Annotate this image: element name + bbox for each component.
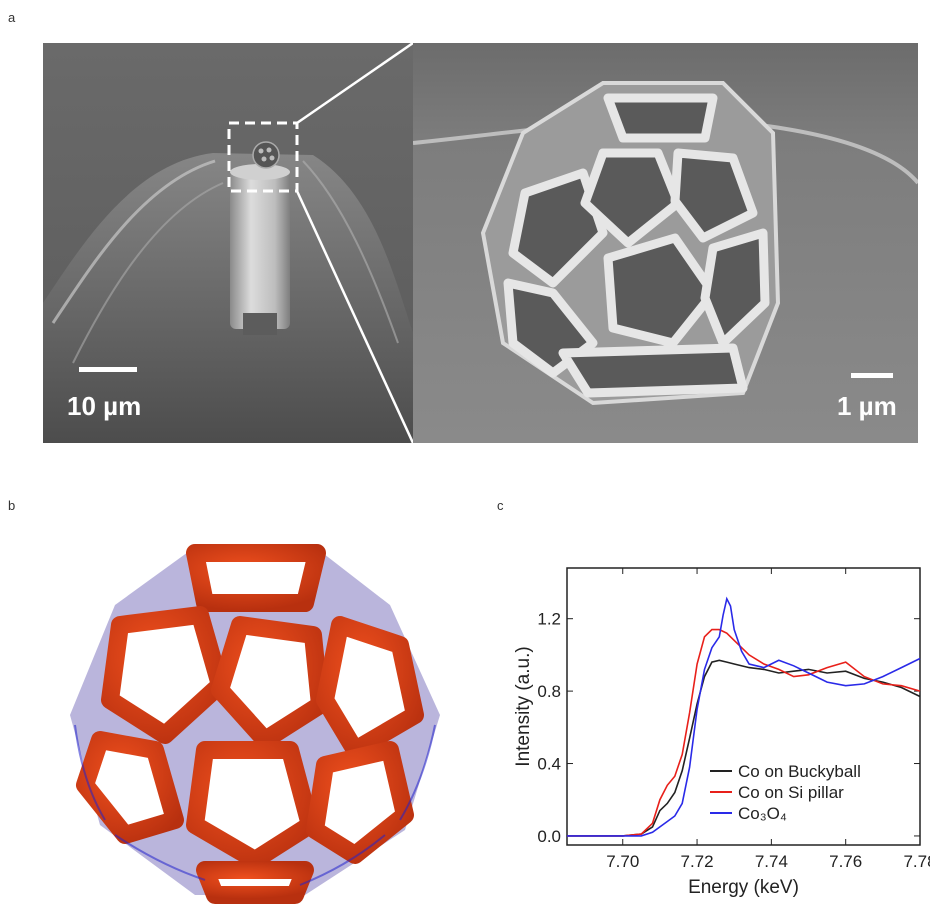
y-tick-label: 0.0 [537, 827, 561, 846]
x-tick-label: 7.70 [606, 852, 639, 871]
legend-label-0: Co on Buckyball [738, 762, 861, 781]
x-tick-label: 7.76 [829, 852, 862, 871]
chart-svg: 7.70 7.72 7.74 7.76 7.78 0.0 0.4 0.8 1.2 Energy (… [513, 567, 934, 898]
sem-buckyball-illustration [413, 43, 918, 443]
scale-label-left: 10 µm [67, 391, 142, 421]
sem-image-buckyball: 1 µm [413, 43, 918, 443]
series-line-1 [567, 628, 921, 837]
y-tick-label: 1.2 [537, 610, 561, 629]
x-tick-label: 7.74 [755, 852, 788, 871]
scale-label-right: 1 µm [837, 391, 897, 421]
x-tick-label: 7.72 [681, 852, 714, 871]
series-line-2 [567, 596, 921, 837]
legend-label-2: Co₃O₄ [738, 804, 787, 823]
x-axis-label: Energy (keV) [688, 877, 799, 898]
legend-label-1: Co on Si pillar [738, 783, 844, 802]
plot-frame [566, 567, 921, 846]
zoom-line-bottom [295, 190, 413, 443]
panel-label-b: b [8, 498, 16, 513]
sem-image-pillar: 10 µm [43, 43, 413, 443]
y-axis-label: Intensity (a.u.) [513, 646, 534, 766]
zoom-line-top [296, 43, 413, 125]
scale-bar-right [851, 373, 893, 378]
y-tick-label: 0.4 [537, 755, 561, 774]
panel-label-a: a [8, 10, 16, 25]
sem-pillar-illustration [43, 43, 413, 443]
buckyball-3d-illustration [70, 544, 440, 904]
scale-bar-left [79, 367, 137, 372]
series-line-0 [567, 659, 921, 837]
y-tick-label: 0.8 [537, 682, 561, 701]
zoom-selection-box [227, 121, 299, 193]
x-tick-label: 7.78 [903, 852, 930, 871]
tomography-render [55, 535, 455, 905]
panel-label-c: c [497, 498, 504, 513]
xanes-chart: 7.70 7.72 7.74 7.76 7.78 0.0 0.4 0.8 1.2 Energy (… [510, 555, 934, 900]
